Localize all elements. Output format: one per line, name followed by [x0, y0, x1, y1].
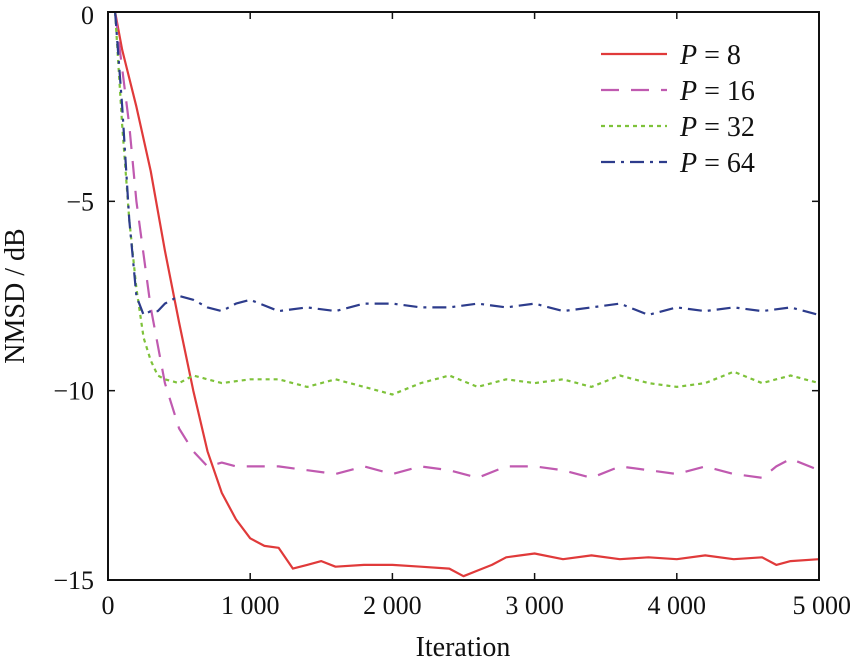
y-tick-label: −10	[53, 377, 94, 406]
series-line-64	[114, 11, 820, 316]
y-axis-title: NMSD / dB	[0, 228, 31, 363]
series-line-8	[114, 11, 820, 578]
plot-frame	[107, 11, 820, 581]
legend-label-16: P = 16	[679, 76, 755, 107]
series-line-16	[114, 11, 820, 479]
legend-label-64: P = 64	[679, 148, 755, 179]
legend-label-8: P = 8	[679, 40, 741, 71]
series-lines	[114, 11, 820, 578]
x-tick-label: 0	[102, 591, 115, 620]
x-tick-label: 1 000	[221, 591, 280, 620]
y-tick-label: 0	[81, 1, 94, 30]
x-tick-label: 4 000	[648, 591, 707, 620]
axis-ticks: 0 1 000 2 000 3 000 4 000 5 000 0 −5 −10 −15	[53, 1, 851, 620]
x-tick-label: 2 000	[363, 591, 422, 620]
y-tick-label: −5	[66, 187, 94, 216]
x-axis-title: Iteration	[416, 632, 511, 658]
x-tick-label: 3 000	[505, 591, 564, 620]
legend: P = 8 P = 16 P = 32 P = 64	[601, 40, 755, 179]
series-line-32	[114, 11, 820, 396]
x-tick-label: 5 000	[793, 591, 851, 620]
legend-label-32: P = 32	[679, 112, 755, 143]
y-tick-label: −15	[53, 566, 94, 595]
